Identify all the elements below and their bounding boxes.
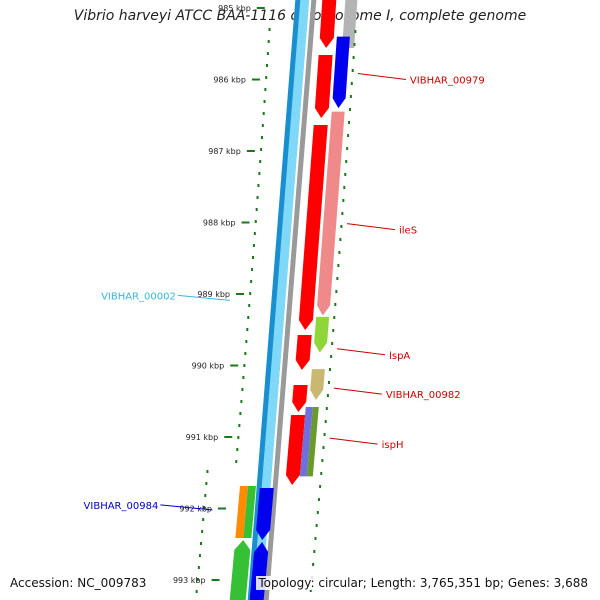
feature-ispH-part2 (306, 406, 319, 477)
leader-line (337, 348, 386, 356)
feature-label: VIBHAR_00982 (386, 390, 461, 401)
accession-text: Accession: NC_009783 (8, 576, 149, 590)
leader-line (333, 387, 382, 395)
cds-segment-6 (285, 415, 306, 485)
gene-blue-lower-1 (256, 488, 274, 540)
tick-label: 991 kbp (186, 433, 219, 442)
leader-line (177, 294, 230, 301)
tick-label: 986 kbp (213, 76, 246, 85)
cds-segment-5 (292, 385, 308, 412)
feature-label: VIBHAR_00979 (410, 76, 485, 87)
cds-segment-4 (295, 335, 312, 370)
feature-label: lspA (389, 351, 410, 362)
gene-green-2 (229, 540, 251, 600)
cds-segment-1 (319, 0, 337, 48)
tick-label: 990 kbp (192, 362, 225, 371)
tick-label: 988 kbp (203, 219, 236, 228)
feature-VIBHAR_00979 (332, 36, 350, 109)
feature-VIBHAR_00982 (310, 369, 325, 400)
backbone-edge (247, 0, 301, 600)
leader-line (329, 437, 378, 445)
feature-label: VIBHAR_00984 (84, 501, 159, 512)
gray-segment (342, 0, 358, 48)
gene-orange (235, 486, 248, 538)
feature-label: VIBHAR_00002 (101, 291, 176, 302)
feature-label: ispH (382, 440, 404, 451)
tick-label: 985 kbp (218, 4, 251, 13)
backbone-gap (261, 0, 312, 600)
leader-line (160, 504, 213, 511)
summary-text: Topology: circular; Length: 3,765,351 bp… (256, 576, 590, 590)
cds-segment-3 (298, 125, 328, 330)
cds-segment-2 (314, 55, 333, 118)
feature-ispH-part1 (299, 406, 313, 477)
tick-label: 993 kbp (173, 576, 206, 585)
feature-ileS (317, 111, 345, 316)
leader-line (346, 223, 396, 231)
tick-label: 989 kbp (197, 290, 230, 299)
feature-label: ileS (399, 226, 417, 237)
tick-label: 992 kbp (179, 505, 212, 514)
feature-lspA (314, 316, 330, 353)
gc-track (263, 0, 317, 600)
tick-label: 987 kbp (208, 147, 241, 156)
gene-green-1 (243, 486, 256, 538)
leader-line (357, 73, 406, 80)
